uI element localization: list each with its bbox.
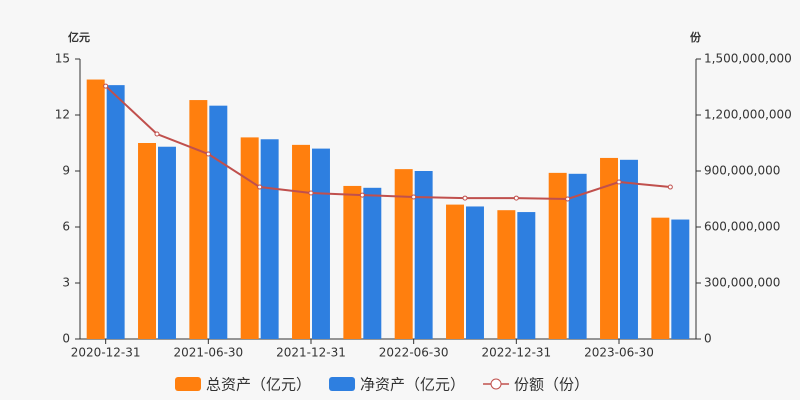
line-point (103, 83, 109, 89)
y-tick-label: 0 (62, 332, 70, 346)
bar (312, 148, 330, 339)
x-tick-label: 2022-06-30 (379, 346, 449, 360)
y-tick-label: 9 (62, 164, 70, 178)
y-tick-label: 3 (62, 276, 70, 290)
bar (240, 137, 259, 339)
line-point (616, 179, 622, 185)
bar (106, 85, 125, 339)
bar (568, 173, 587, 339)
legend-swatch (175, 377, 201, 391)
x-tick-label: 2022-12-31 (481, 346, 551, 360)
bar (414, 171, 433, 339)
line-point (565, 196, 571, 202)
bar (343, 185, 362, 339)
bar (138, 143, 156, 339)
bar (517, 212, 536, 339)
line-point (359, 192, 365, 198)
line (104, 85, 671, 201)
bar (466, 206, 484, 339)
y2-tick-label: 300,000,000 (704, 276, 780, 290)
y2-unit: 份 (690, 30, 702, 44)
y2-tick-label: 1,500,000,000 (704, 52, 792, 66)
bar (394, 169, 413, 339)
line-point (205, 151, 211, 157)
line-point (462, 195, 468, 201)
y-tick-label: 6 (62, 220, 70, 234)
x-tick-label: 2021-12-31 (276, 346, 346, 360)
line-point (308, 190, 314, 196)
legend-label: 份额（份） (514, 376, 589, 394)
legend-swatch (490, 378, 502, 390)
bar (497, 210, 516, 339)
x-tick-label: 2023-06-30 (584, 346, 654, 360)
bar (651, 217, 670, 339)
legend-swatch (329, 377, 356, 391)
line-point (154, 131, 160, 137)
y2-tick-label: 0 (704, 332, 712, 346)
bar (189, 100, 208, 339)
y-tick-label: 15 (55, 52, 70, 66)
x-tick-label: 2020-12-31 (71, 346, 141, 360)
bar (209, 105, 228, 340)
bar (86, 79, 105, 340)
bar (363, 187, 382, 339)
line-point (411, 194, 417, 200)
bar (548, 172, 567, 339)
line-point (513, 195, 519, 201)
y2-tick-label: 600,000,000 (704, 220, 780, 234)
x-tick-label: 2021-06-30 (173, 346, 243, 360)
legend: 总资产（亿元） 净资产（亿元） 份额（份） (175, 376, 589, 394)
legend-label: 净资产（亿元） (360, 376, 465, 394)
bar (600, 157, 618, 339)
bar (671, 219, 690, 339)
bar (620, 159, 638, 339)
y2-tick-label: 1,200,000,000 (704, 108, 792, 122)
y-unit: 亿元 (68, 30, 90, 44)
line-point (667, 184, 673, 190)
y-tick-label: 12 (55, 108, 70, 122)
bar (446, 204, 464, 339)
bar (158, 146, 176, 339)
legend-label: 总资产（亿元） (206, 376, 311, 394)
bar (260, 139, 279, 339)
line-point (257, 184, 263, 190)
bar (292, 144, 310, 339)
y2-tick-label: 900,000,000 (704, 164, 780, 178)
